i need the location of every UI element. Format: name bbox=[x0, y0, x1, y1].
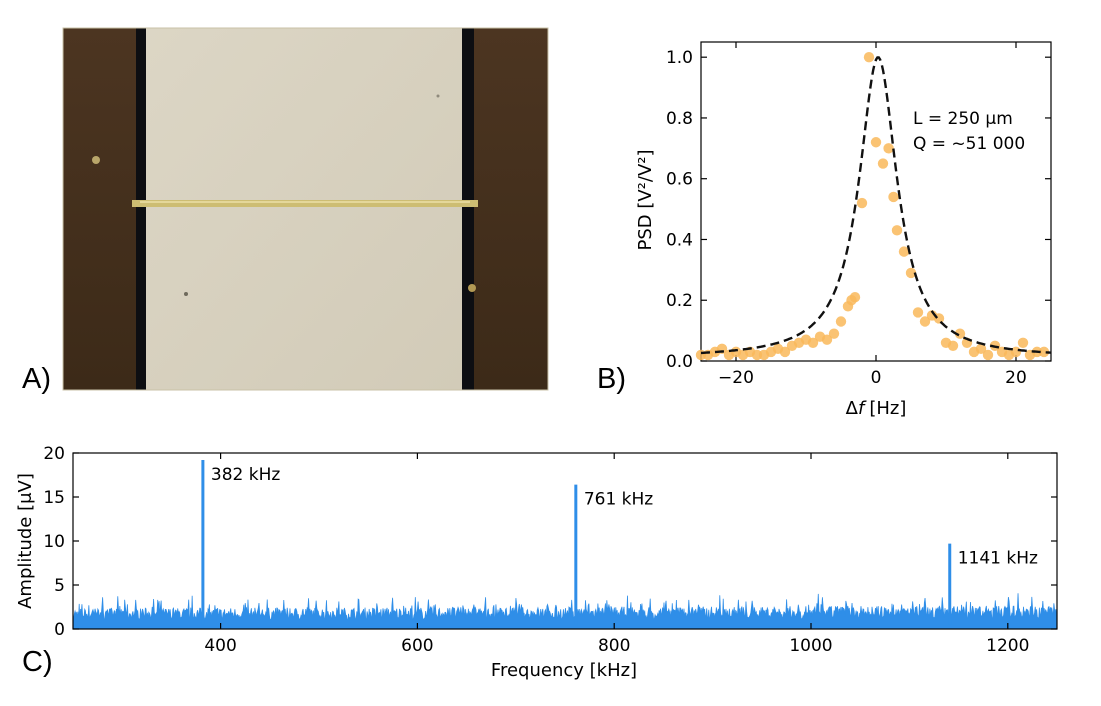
spectrum-peak-label: 382 kHz bbox=[211, 465, 280, 485]
psd-y-tick-label: 0.2 bbox=[666, 291, 693, 311]
spectrum-x-tick-label: 800 bbox=[598, 636, 630, 656]
debris-spot bbox=[92, 156, 100, 164]
spectrum-y-tick-label: 0 bbox=[54, 620, 65, 640]
psd-x-axis-label: Δf [Hz] bbox=[846, 398, 907, 419]
psd-data-point bbox=[849, 292, 861, 303]
psd-data-point bbox=[891, 225, 903, 236]
psd-data-point bbox=[954, 328, 966, 339]
psd-data-point bbox=[883, 143, 894, 154]
spectrum-tick-labels: 0 5 10 15 20 400 600 800 1000 1200 bbox=[43, 444, 1029, 656]
membrane-window bbox=[146, 28, 462, 390]
psd-data-point bbox=[779, 346, 791, 358]
psd-y-axis-label: PSD [V²/V²] bbox=[635, 149, 656, 250]
spectrum-y-tick-label: 20 bbox=[43, 444, 65, 464]
psd-y-tick-label: 0.8 bbox=[666, 109, 693, 129]
spectrum-x-tick-label: 600 bbox=[401, 636, 433, 656]
psd-data-points bbox=[695, 51, 1050, 361]
psd-data-point bbox=[947, 340, 959, 352]
psd-y-tick-label: 0.4 bbox=[666, 230, 693, 250]
psd-data-point bbox=[828, 328, 840, 339]
psd-annotation-length: L = 250 μm bbox=[913, 109, 1013, 129]
psd-data-point bbox=[975, 343, 987, 355]
psd-data-point bbox=[821, 334, 833, 345]
psd-annotation-q: Q = ~51 000 bbox=[913, 134, 1025, 154]
psd-data-point bbox=[863, 51, 875, 63]
spectrum-y-tick-label: 10 bbox=[43, 532, 65, 552]
nanostring-highlight bbox=[140, 201, 470, 203]
spectrum-axes bbox=[72, 452, 1058, 630]
spectrum-trace bbox=[72, 460, 1058, 630]
debris-spot bbox=[468, 284, 476, 292]
trench-left bbox=[136, 28, 146, 390]
spectrum-noise-floor bbox=[72, 593, 1058, 630]
psd-data-point bbox=[912, 307, 924, 318]
spectrum-peak-label: 761 kHz bbox=[584, 490, 653, 510]
spectrum-x-tick-label: 1000 bbox=[789, 636, 832, 656]
psd-data-point bbox=[888, 191, 899, 203]
debris-spot bbox=[436, 94, 440, 98]
psd-data-point bbox=[877, 158, 889, 169]
string-micrograph bbox=[62, 27, 549, 391]
spectrum-peak-labels: 382 kHz 761 kHz 1141 kHz bbox=[211, 465, 1038, 569]
panel-label-a: A) bbox=[22, 363, 51, 395]
psd-tick-labels: 0.0 0.2 0.4 0.6 0.8 1.0 −20 0 20 bbox=[666, 48, 1027, 388]
nanostring bbox=[132, 200, 478, 207]
psd-data-point bbox=[835, 316, 847, 327]
psd-data-point bbox=[919, 316, 931, 327]
spectrum-peak-label: 1141 kHz bbox=[958, 549, 1038, 569]
psd-x-tick-label: 0 bbox=[871, 368, 882, 388]
panel-label-b: B) bbox=[597, 363, 626, 395]
substrate-right bbox=[472, 28, 548, 390]
spectrum-y-tick-label: 15 bbox=[43, 488, 65, 508]
psd-y-tick-label: 1.0 bbox=[666, 48, 693, 68]
micrograph-border bbox=[62, 27, 549, 391]
psd-chart: 0.0 0.2 0.4 0.6 0.8 1.0 −20 0 20 L = 250 μm Q = … bbox=[635, 41, 1052, 419]
psd-x-axis-variable: f bbox=[858, 398, 867, 419]
psd-data-point bbox=[1017, 337, 1029, 348]
psd-x-tick-label: 20 bbox=[1005, 368, 1027, 388]
debris-spot bbox=[184, 292, 188, 296]
psd-y-tick-label: 0.0 bbox=[666, 352, 693, 372]
psd-x-axis-unit: [Hz] bbox=[869, 398, 906, 419]
substrate-left bbox=[63, 28, 138, 390]
psd-data-point bbox=[1038, 346, 1050, 358]
psd-x-axis-delta: Δ bbox=[846, 398, 859, 419]
spectrum-y-tick-label: 5 bbox=[54, 576, 65, 596]
psd-fit-curve bbox=[701, 56, 1052, 355]
psd-y-tick-label: 0.6 bbox=[666, 170, 693, 190]
psd-data-point bbox=[982, 349, 994, 361]
panel-label-c: C) bbox=[22, 646, 53, 678]
spectrum-x-tick-label: 400 bbox=[204, 636, 236, 656]
spectrum-x-axis-label: Frequency [kHz] bbox=[491, 660, 637, 681]
psd-data-point bbox=[898, 246, 910, 257]
spectrum-x-tick-label: 1200 bbox=[986, 636, 1029, 656]
psd-data-point bbox=[870, 137, 882, 148]
psd-data-point bbox=[905, 267, 917, 279]
psd-x-tick-label: −20 bbox=[718, 368, 754, 388]
psd-data-point bbox=[807, 337, 819, 348]
trench-right bbox=[462, 28, 474, 390]
psd-data-point bbox=[856, 197, 868, 209]
spectrum-y-axis-label: Amplitude [μV] bbox=[15, 473, 36, 609]
